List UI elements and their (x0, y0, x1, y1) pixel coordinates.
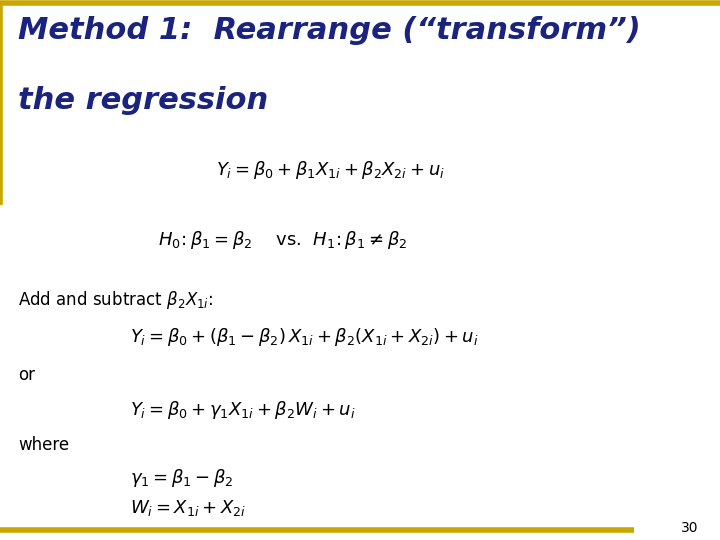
Text: Method 1:  Rearrange (“transform”): Method 1: Rearrange (“transform”) (18, 16, 641, 45)
Text: 30: 30 (681, 521, 698, 535)
Text: Add and subtract $\beta_2 X_{1i}$:: Add and subtract $\beta_2 X_{1i}$: (18, 289, 213, 310)
Text: $Y_i = \beta_0 + \gamma_1 X_{1i} + \beta_2 W_i + u_i$: $Y_i = \beta_0 + \gamma_1 X_{1i} + \beta… (130, 400, 355, 421)
Text: $H_0\!: \beta_1 = \beta_2 \quad$ vs.  $H_1\!: \beta_1 \neq \beta_2$: $H_0\!: \beta_1 = \beta_2 \quad$ vs. $H_… (158, 230, 408, 251)
Text: or: or (18, 366, 35, 384)
Text: the regression: the regression (18, 86, 269, 116)
Text: where: where (18, 436, 69, 455)
Text: $W_i = X_{1i} + X_{2i}$: $W_i = X_{1i} + X_{2i}$ (130, 497, 246, 518)
Text: $Y_i = \beta_0 + \beta_1 X_{1i} + \beta_2 X_{2i} + u_i$: $Y_i = \beta_0 + \beta_1 X_{1i} + \beta_… (216, 159, 445, 181)
Text: $\gamma_1 = \beta_1 - \beta_2$: $\gamma_1 = \beta_1 - \beta_2$ (130, 467, 233, 489)
Text: $Y_i = \beta_0 + (\beta_1 - \beta_2)\, X_{1i} + \beta_2(X_{1i} + X_{2i}) + u_i$: $Y_i = \beta_0 + (\beta_1 - \beta_2)\, X… (130, 327, 478, 348)
